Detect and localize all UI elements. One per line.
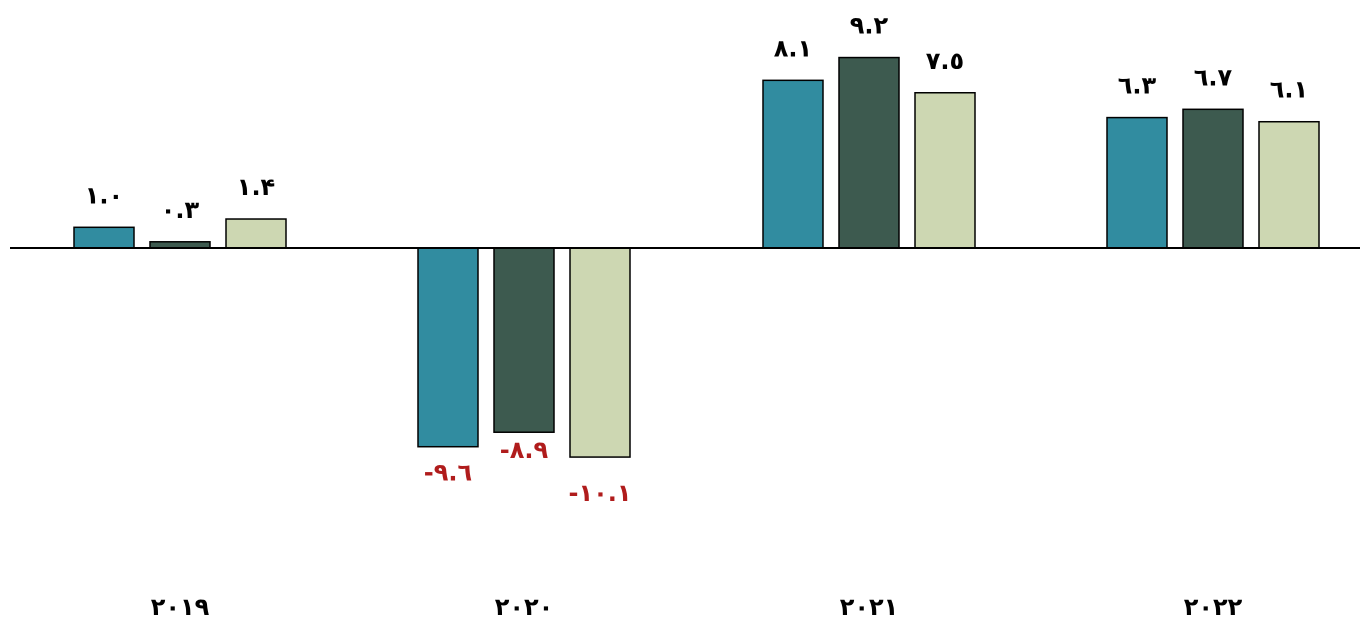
bar-3-0	[1106, 116, 1168, 249]
bar-2-0	[762, 79, 824, 249]
value-labels-group: ١.٠ ٠.٣ ١.۴ -٩.٦ -٨.٩ -١٠.١ ٨.١ ٩.٢ ٧.٥ ٦.٣ ٦.٧ ٦.١	[85, 12, 1308, 508]
value-label-3-2: ٦.١	[1270, 76, 1308, 104]
bar-1-1	[493, 247, 555, 433]
value-label-0-0: ١.٠	[85, 181, 123, 209]
bar-1-0	[417, 247, 479, 448]
bar-2-1	[838, 56, 900, 249]
value-label-1-0: -٩.٦	[424, 459, 472, 487]
value-label-2-2: ٧.٥	[926, 47, 964, 75]
value-label-2-0: ٨.١	[774, 34, 812, 62]
bar-0-2	[225, 218, 287, 249]
category-labels-group: ٢٠١٩ ٢٠٢٠ ٢٠٢١ ٢٠٢٢	[151, 593, 1243, 620]
category-label-1: ٢٠٢٠	[495, 593, 554, 620]
value-label-1-2: -١٠.١	[568, 479, 631, 507]
value-label-0-2: ١.۴	[237, 173, 275, 201]
bars-group	[73, 56, 1320, 458]
category-label-2: ٢٠٢١	[840, 593, 899, 620]
bar-0-0	[73, 226, 135, 249]
value-label-0-1: ٠.٣	[161, 196, 200, 224]
value-label-1-1: -٨.٩	[500, 436, 549, 464]
bar-2-2	[914, 92, 976, 249]
value-label-3-0: ٦.٣	[1118, 72, 1157, 100]
category-label-3: ٢٠٢٢	[1184, 593, 1243, 620]
value-label-2-1: ٩.٢	[850, 12, 889, 40]
bar-3-1	[1182, 108, 1244, 249]
value-label-3-1: ٦.٧	[1194, 63, 1233, 91]
bar-3-2	[1258, 120, 1320, 249]
category-label-0: ٢٠١٩	[151, 593, 210, 620]
bar-1-2	[569, 247, 631, 458]
